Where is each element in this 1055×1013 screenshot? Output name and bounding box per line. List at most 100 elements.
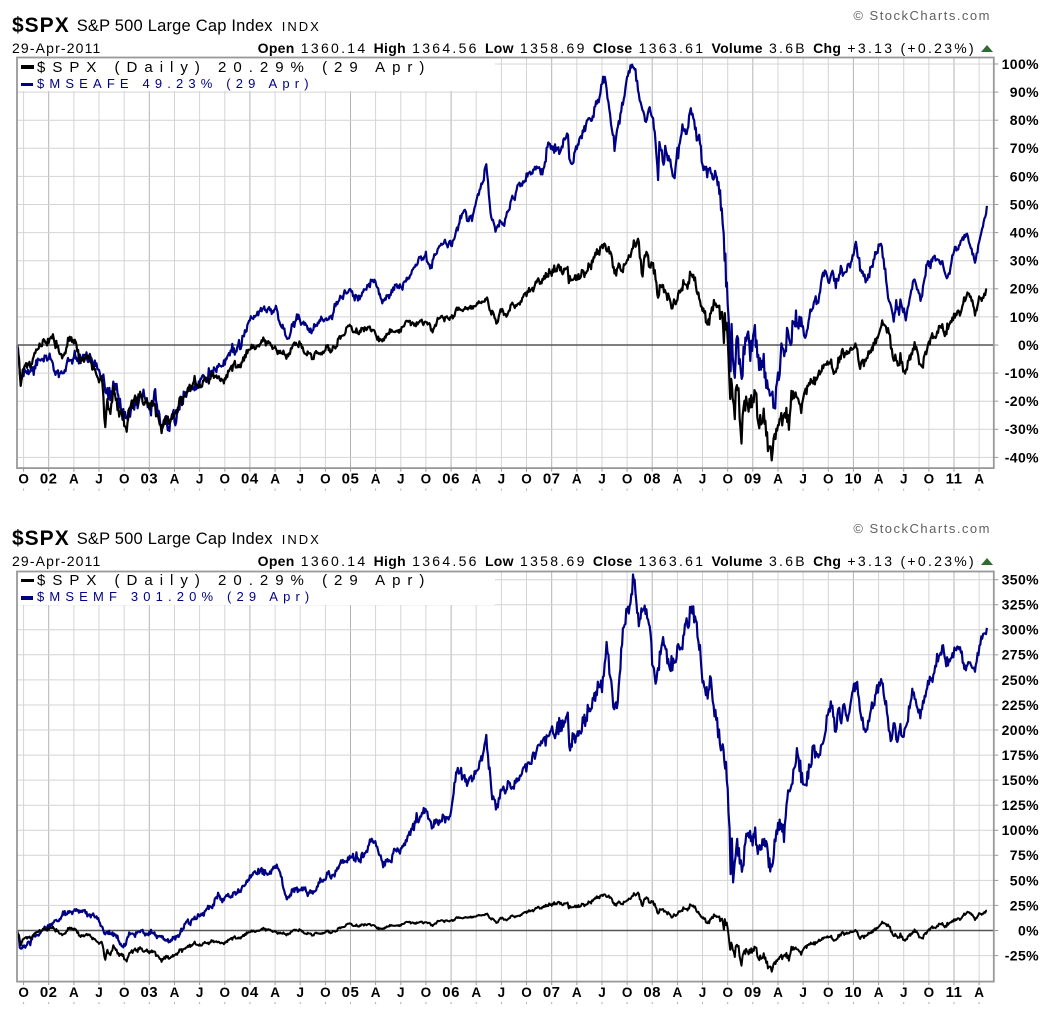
svg-text:O: O [823,985,834,1000]
svg-text:10%: 10% [1010,309,1039,325]
svg-text:08: 08 [643,984,661,1001]
svg-text:275%: 275% [1002,647,1040,663]
svg-text:20%: 20% [1010,281,1039,297]
svg-text:O: O [119,985,130,1000]
svg-text:J: J [397,472,405,487]
svg-text:225%: 225% [1002,697,1040,713]
svg-text:O: O [119,472,130,487]
svg-text:05: 05 [342,471,360,488]
svg-text:175%: 175% [1002,747,1040,763]
svg-text:06: 06 [442,471,460,488]
svg-text:04: 04 [241,984,259,1001]
svg-text:250%: 250% [1002,672,1040,688]
svg-text:09: 09 [744,471,762,488]
svg-text:J: J [799,472,807,487]
svg-text:O: O [220,472,231,487]
svg-text:150%: 150% [1002,772,1040,788]
svg-text:A: A [471,472,481,487]
svg-text:A: A [673,472,683,487]
svg-text:02: 02 [40,984,58,1001]
svg-text:A: A [371,985,381,1000]
svg-text:-10%: -10% [1005,365,1039,381]
svg-text:02: 02 [40,471,58,488]
svg-text:10: 10 [845,471,863,488]
svg-text:80%: 80% [1010,112,1039,128]
svg-text:A: A [371,472,381,487]
svg-text:06: 06 [442,984,460,1001]
svg-text:04: 04 [241,471,259,488]
svg-text:J: J [799,985,807,1000]
svg-text:A: A [773,472,783,487]
svg-text:100%: 100% [1002,822,1040,838]
svg-text:0%: 0% [1018,922,1039,938]
svg-text:A: A [974,472,984,487]
svg-text:11: 11 [946,984,963,1001]
svg-text:J: J [196,472,204,487]
svg-text:J: J [397,985,405,1000]
svg-text:300%: 300% [1002,622,1040,638]
svg-text:J: J [296,985,304,1000]
svg-text:70%: 70% [1010,140,1039,156]
svg-text:30%: 30% [1010,253,1039,269]
svg-text:O: O [622,985,633,1000]
svg-text:25%: 25% [1010,897,1039,913]
svg-text:J: J [598,472,606,487]
svg-text:O: O [722,985,733,1000]
svg-text:J: J [95,472,103,487]
svg-text:A: A [170,472,180,487]
svg-text:50%: 50% [1010,872,1039,888]
svg-text:O: O [320,472,331,487]
svg-text:A: A [773,985,783,1000]
svg-text:O: O [220,985,231,1000]
svg-text:O: O [924,472,935,487]
svg-text:J: J [699,985,707,1000]
svg-text:O: O [521,472,532,487]
svg-text:J: J [900,472,908,487]
svg-text:A: A [874,985,884,1000]
svg-text:A: A [673,985,683,1000]
svg-text:A: A [572,985,582,1000]
svg-text:03: 03 [140,471,158,488]
svg-text:09: 09 [744,984,762,1001]
svg-text:O: O [18,472,29,487]
svg-text:60%: 60% [1010,168,1039,184]
svg-text:J: J [699,472,707,487]
svg-text:O: O [18,985,29,1000]
svg-text:08: 08 [643,471,661,488]
svg-text:A: A [974,985,984,1000]
svg-text:A: A [270,985,280,1000]
svg-text:50%: 50% [1010,196,1039,212]
svg-text:-25%: -25% [1005,948,1039,964]
svg-text:J: J [95,985,103,1000]
svg-text:J: J [900,985,908,1000]
svg-text:J: J [296,472,304,487]
svg-text:J: J [498,472,506,487]
svg-text:-30%: -30% [1005,421,1039,437]
svg-text:125%: 125% [1002,797,1040,813]
svg-text:A: A [170,985,180,1000]
svg-text:-40%: -40% [1005,449,1039,465]
svg-text:90%: 90% [1010,84,1039,100]
svg-text:O: O [320,985,331,1000]
svg-text:350%: 350% [1002,572,1040,588]
svg-text:100%: 100% [1002,56,1040,72]
svg-text:07: 07 [543,984,561,1001]
svg-text:J: J [498,985,506,1000]
svg-text:05: 05 [342,984,360,1001]
svg-text:-20%: -20% [1005,393,1039,409]
svg-text:A: A [69,985,79,1000]
svg-text:03: 03 [140,984,158,1001]
svg-text:11: 11 [946,471,963,488]
svg-text:200%: 200% [1002,722,1040,738]
svg-text:J: J [598,985,606,1000]
svg-text:J: J [196,985,204,1000]
svg-text:A: A [69,472,79,487]
svg-text:A: A [270,472,280,487]
svg-text:40%: 40% [1010,225,1039,241]
svg-text:A: A [471,985,481,1000]
svg-text:O: O [924,985,935,1000]
svg-text:O: O [722,472,733,487]
svg-text:10: 10 [845,984,863,1001]
svg-text:O: O [421,472,432,487]
svg-text:A: A [572,472,582,487]
